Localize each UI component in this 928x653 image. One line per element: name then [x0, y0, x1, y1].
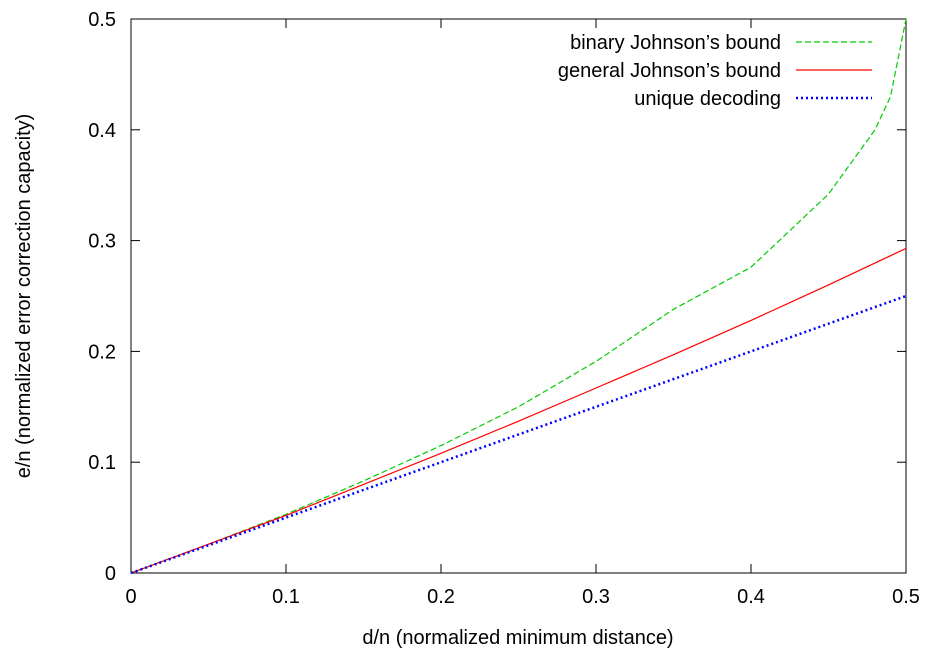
y-axis-title: e/n (normalized error correction capacit… — [13, 114, 35, 479]
x-tick-label: 0.3 — [582, 586, 610, 608]
y-tick-label: 0.1 — [88, 452, 116, 474]
legend-label: unique decoding — [634, 88, 781, 110]
plot-frame — [130, 18, 907, 574]
series-line-1 — [130, 18, 907, 574]
x-axis-title: d/n (normalized minimum distance) — [362, 627, 673, 649]
legend-label: general Johnson’s bound — [558, 60, 781, 82]
y-tick-label: 0.4 — [88, 120, 116, 142]
series-line-3 — [130, 294, 907, 575]
y-tick-label: 0.2 — [88, 341, 116, 363]
x-tick-label: 0.5 — [892, 586, 920, 608]
series-line-2 — [130, 247, 907, 574]
series-lines — [130, 18, 907, 575]
y-tick-label: 0 — [105, 563, 116, 585]
x-tick-label: 0.1 — [272, 586, 300, 608]
y-tick-label: 0.5 — [88, 9, 116, 31]
x-tick-label: 0.2 — [427, 586, 455, 608]
x-tick-label: 0.4 — [737, 586, 765, 608]
y-tick-label: 0.3 — [88, 231, 116, 253]
legend: binary Johnson’s bound general Johnson’s … — [558, 32, 872, 110]
x-tick-label: 0 — [125, 586, 136, 608]
legend-label: binary Johnson’s bound — [570, 32, 781, 54]
axis-tick-labels: 0 0.1 0.2 0.3 0.4 0.5 0 0.1 0.2 0.3 0.4 0.5 — [88, 9, 920, 608]
axis-ticks — [131, 19, 906, 573]
